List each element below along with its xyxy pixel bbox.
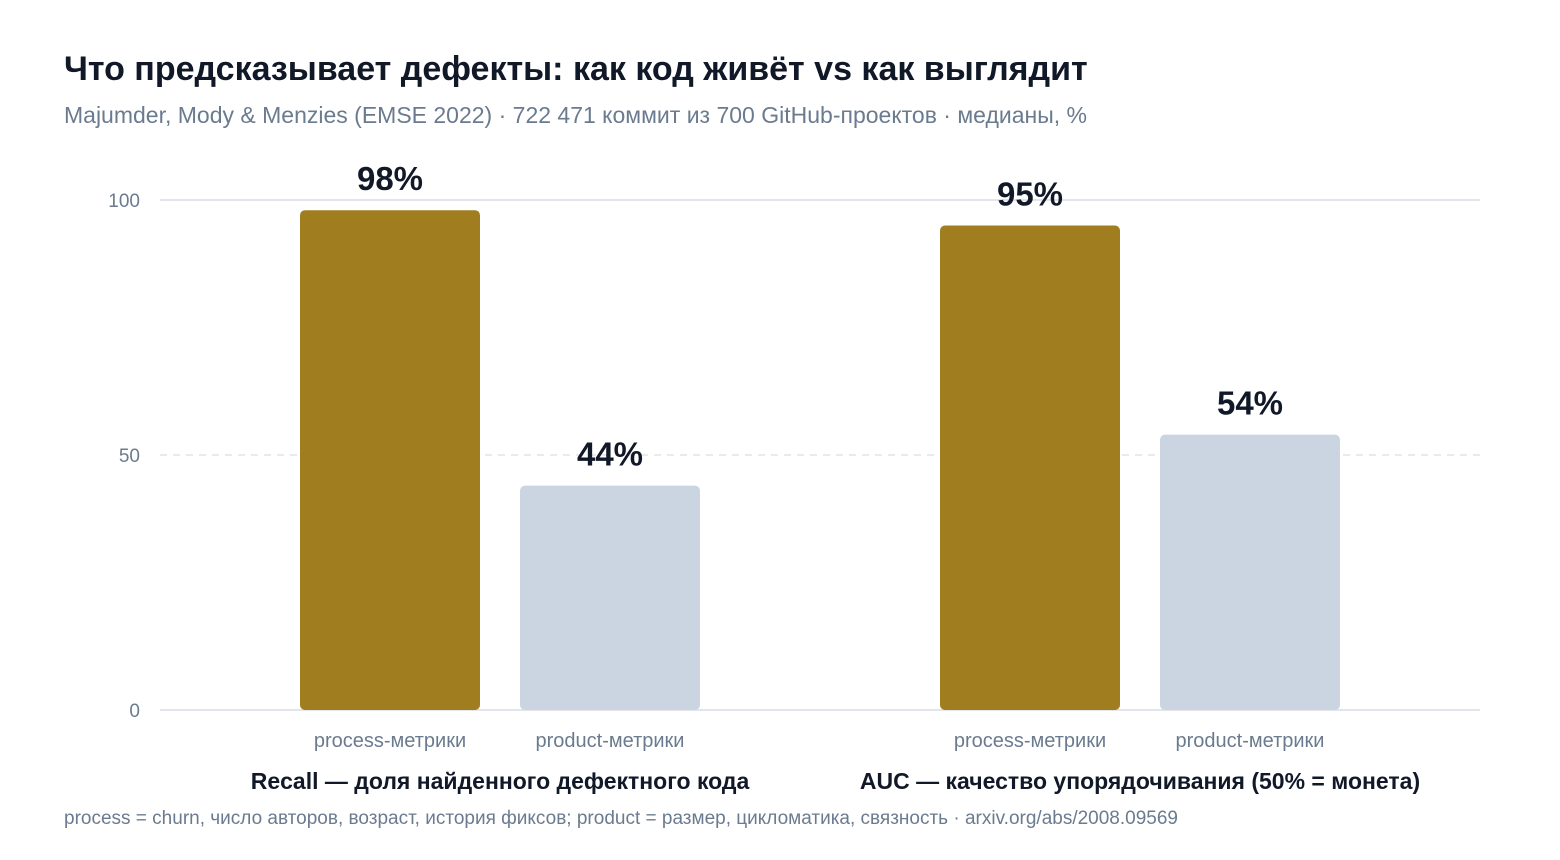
value-labels: 98% 44% 95% 54%	[357, 160, 1283, 472]
category-label: process-метрики	[314, 730, 466, 752]
value-label: 54%	[1217, 385, 1283, 422]
category-labels: process-метрики product-метрики process-ме…	[314, 730, 1325, 752]
value-label: 44%	[577, 436, 643, 473]
chart-subtitle: Majumder, Mody & Menzies (EMSE 2022) · 7…	[64, 102, 1087, 128]
group-label: AUC — качество упорядочивания (50% = мон…	[860, 768, 1420, 794]
value-label: 98%	[357, 160, 423, 197]
y-tick-label: 50	[119, 446, 140, 467]
bar-1-2	[520, 485, 700, 710]
footnote: process = churn, число авторов, возраст,…	[64, 808, 1178, 829]
bar-2-1	[940, 225, 1120, 710]
bars	[300, 210, 1340, 710]
category-label: product-метрики	[536, 730, 685, 752]
y-axis-ticks: 0 50 100	[108, 191, 140, 722]
group-labels: Recall — доля найденного дефектного кода…	[251, 768, 1420, 794]
y-tick-label: 0	[129, 701, 140, 722]
y-tick-label: 100	[108, 191, 140, 212]
bar-1-1	[300, 210, 480, 710]
group-label: Recall — доля найденного дефектного кода	[251, 768, 750, 794]
category-label: process-метрики	[954, 730, 1106, 752]
bar-2-2	[1160, 434, 1340, 710]
chart-title: Что предсказывает дефекты: как код живёт…	[64, 50, 1088, 88]
category-label: product-метрики	[1176, 730, 1325, 752]
value-label: 95%	[997, 176, 1063, 213]
